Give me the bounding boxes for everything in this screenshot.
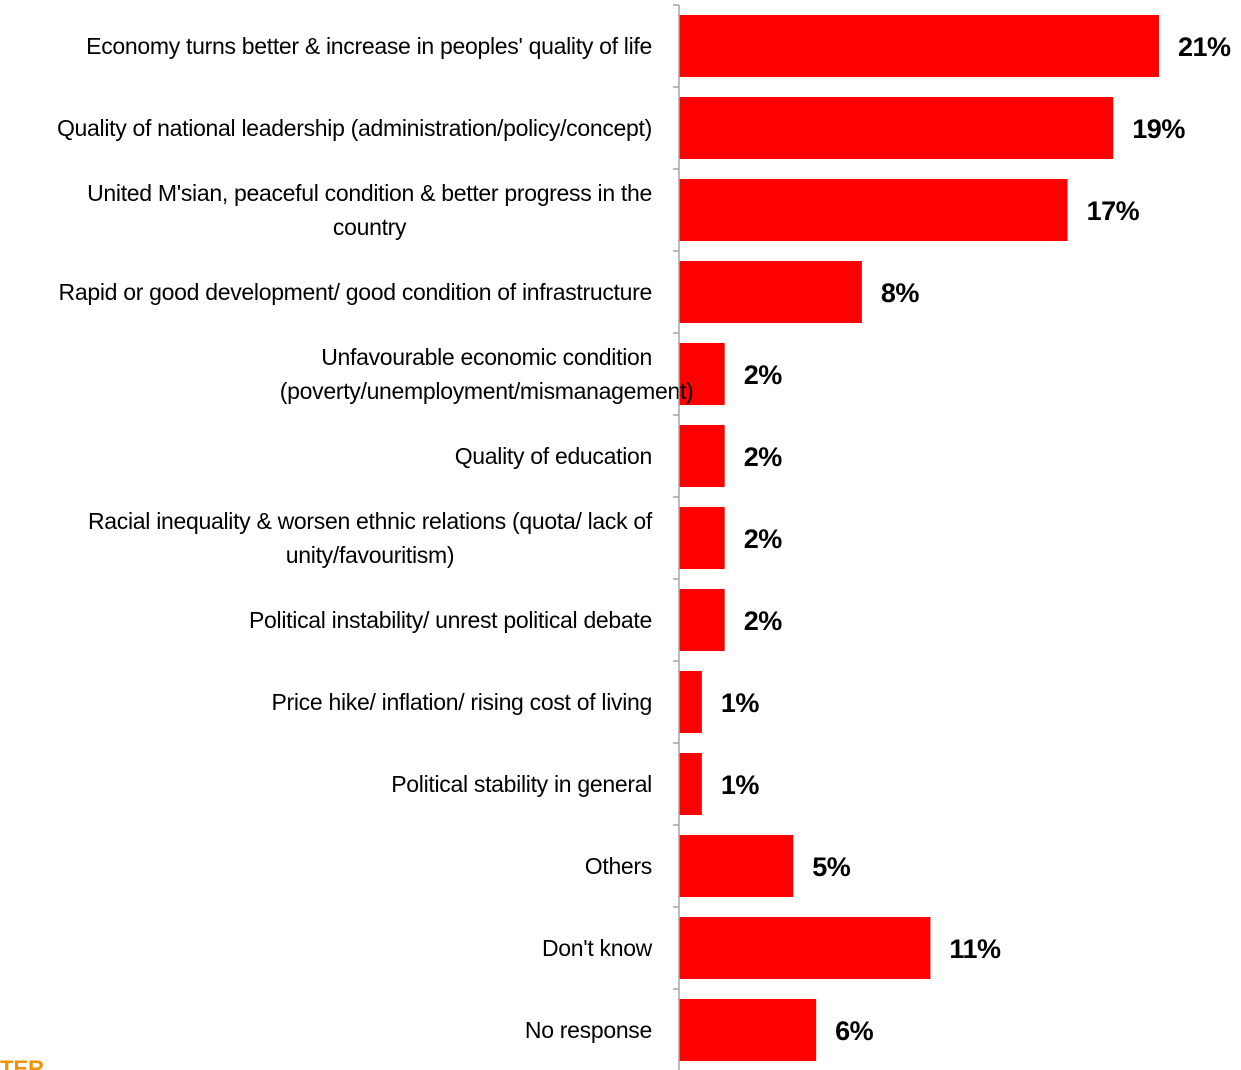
value-label-3: 17% (1087, 196, 1140, 226)
category-label-line: unity/favouritism) (286, 542, 454, 568)
category-label-3: United M'sian, peaceful condition & bett… (87, 180, 652, 240)
category-label-4: Rapid or good development/ good conditio… (59, 279, 652, 305)
category-label-line: United M'sian, peaceful condition & bett… (87, 180, 652, 206)
logo-fragment: TER (0, 1058, 44, 1070)
value-label-1: 21% (1178, 32, 1231, 62)
value-label-5: 2% (744, 360, 783, 390)
category-label-8: Political instability/ unrest political … (249, 607, 652, 633)
bar-1 (679, 15, 1159, 77)
value-label-10: 1% (721, 770, 760, 800)
category-label-line: Racial inequality & worsen ethnic relati… (88, 508, 653, 534)
category-label-2: Quality of national leadership (administ… (57, 115, 652, 141)
bar-5 (679, 343, 725, 405)
value-label-6: 2% (744, 442, 783, 472)
bar-11 (679, 835, 794, 897)
value-label-11: 5% (812, 852, 851, 882)
category-label-line: Quality of education (455, 443, 652, 469)
category-label-6: Quality of education (455, 443, 652, 469)
bar-12 (679, 917, 931, 979)
category-label-line: Unfavourable economic condition (321, 344, 652, 370)
category-label-1: Economy turns better & increase in peopl… (86, 33, 652, 59)
category-label-12: Don't know (542, 935, 653, 961)
category-label-5: Unfavourable economic condition (poverty/… (280, 344, 694, 404)
value-label-12: 11% (949, 934, 1001, 964)
category-label-line: (poverty/unemployment/mismanagement) (280, 378, 694, 404)
bar-10 (679, 753, 702, 815)
value-label-8: 2% (744, 606, 783, 636)
category-label-line: Political stability in general (391, 771, 652, 797)
bar-7 (679, 507, 725, 569)
category-label-line: Rapid or good development/ good conditio… (59, 279, 652, 305)
bar-9 (679, 671, 702, 733)
category-label-line: Quality of national leadership (administ… (57, 115, 652, 141)
bar-3 (679, 179, 1068, 241)
value-label-4: 8% (881, 278, 920, 308)
category-label-9: Price hike/ inflation/ rising cost of li… (271, 689, 652, 715)
bar-8 (679, 589, 725, 651)
category-label-11: Others (585, 853, 652, 879)
bar-13 (679, 999, 817, 1061)
category-label-line: country (333, 214, 407, 240)
value-label-7: 2% (744, 524, 783, 554)
category-label-line: Political instability/ unrest political … (249, 607, 652, 633)
category-label-line: Don't know (542, 935, 653, 961)
category-label-line: Price hike/ inflation/ rising cost of li… (271, 689, 652, 715)
category-label-line: No response (525, 1017, 652, 1043)
category-label-line: Economy turns better & increase in peopl… (86, 33, 652, 59)
value-label-13: 6% (835, 1016, 874, 1046)
bar-6 (679, 425, 725, 487)
bar-2 (679, 97, 1114, 159)
category-label-7: Racial inequality & worsen ethnic relati… (88, 508, 653, 568)
bar-4 (679, 261, 862, 323)
category-label-13: No response (525, 1017, 652, 1043)
value-label-9: 1% (721, 688, 760, 718)
category-label-line: Others (585, 853, 652, 879)
category-label-10: Political stability in general (391, 771, 652, 797)
value-label-2: 19% (1132, 114, 1185, 144)
